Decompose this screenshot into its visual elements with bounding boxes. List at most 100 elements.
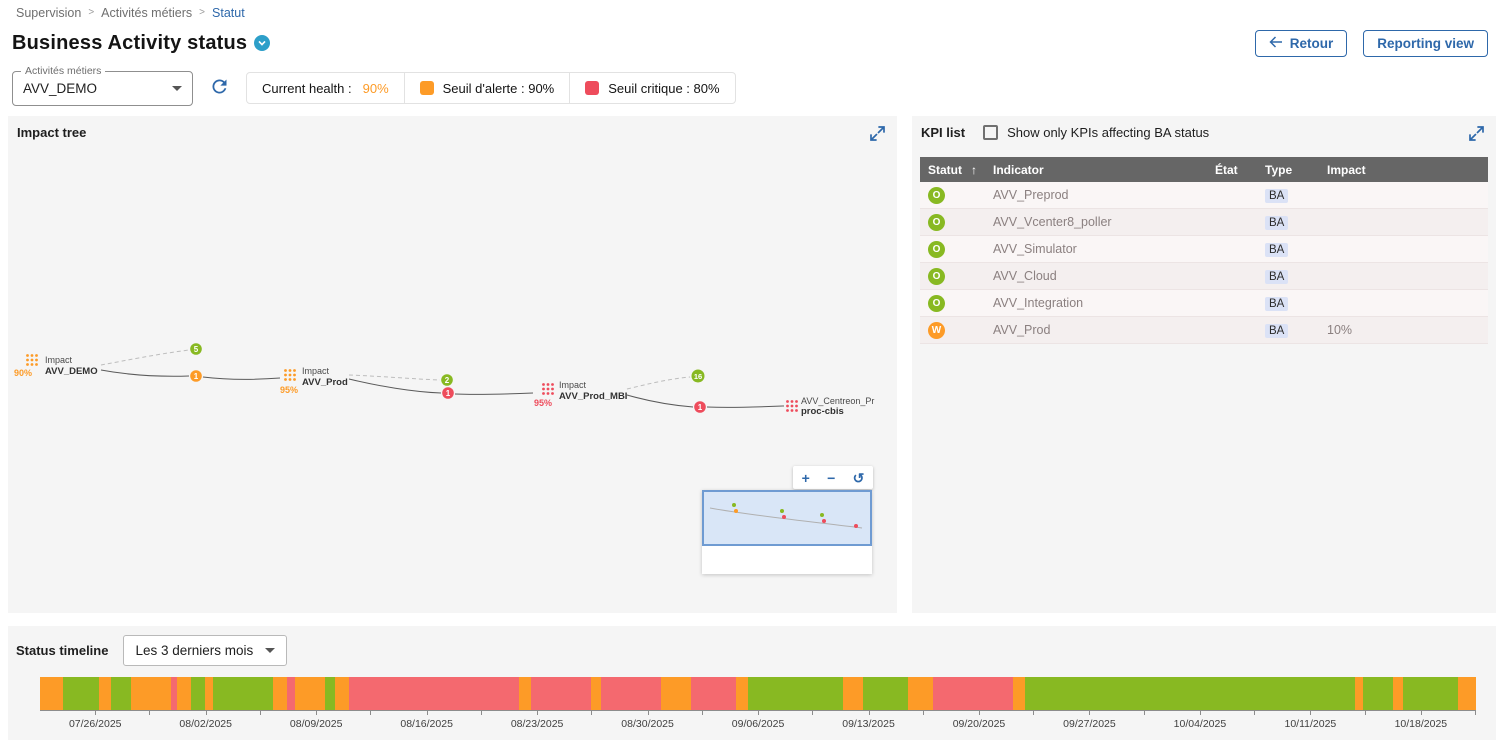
column-header-impact[interactable]: Impact <box>1327 162 1366 177</box>
timeline-segment <box>1013 677 1025 710</box>
tree-zoom-toolbar: + − ↺ <box>793 466 873 489</box>
breadcrumb-activites-metiers[interactable]: Activités métiers <box>101 6 193 20</box>
tree-badge-ok[interactable]: 2 <box>441 374 453 386</box>
timeline-segment <box>40 677 63 710</box>
column-header-indicator[interactable]: Indicator <box>993 162 1044 177</box>
timeline-period-select[interactable]: Les 3 derniers mois <box>123 635 288 666</box>
tree-edge <box>348 378 442 394</box>
tree-edge-dashed <box>100 349 190 366</box>
reporting-view-label: Reporting view <box>1377 35 1474 51</box>
impact-tree-canvas[interactable]: 90% Impact AVV_DEMO 5 1 95% Impact AVV_P… <box>8 116 897 613</box>
status-badge: O <box>928 294 945 312</box>
tree-edge <box>202 376 281 380</box>
tree-badge-ok[interactable]: 16 <box>691 369 705 383</box>
tree-node-prefix: Impact <box>559 380 587 390</box>
tree-node-health: 95% <box>280 385 298 395</box>
critical-threshold-label: Seuil critique : 80% <box>608 80 720 96</box>
tree-badge-critical[interactable]: 1 <box>442 387 454 399</box>
kpi-table-row[interactable]: O AVV_Integration BA <box>920 290 1488 317</box>
breadcrumb-supervision[interactable]: Supervision <box>16 6 82 20</box>
timeline-segment <box>325 677 335 710</box>
kpi-list-header: KPI list Show only KPIs affecting BA sta… <box>912 116 1496 140</box>
tree-node-proc-cbis[interactable]: AVV_Centreon_Pr proc-cbis <box>786 396 874 417</box>
timeline-date-label: 10/18/2025 <box>1366 711 1477 734</box>
timeline-date-label: 09/13/2025 <box>813 711 925 734</box>
column-header-etat[interactable]: État <box>1215 162 1238 177</box>
business-activity-select-value: AVV_DEMO <box>23 80 98 96</box>
kpi-type-chip: BA <box>1265 269 1289 284</box>
timeline-segment <box>287 677 295 710</box>
tree-node-health: 95% <box>534 398 552 408</box>
kpi-table: Statut ↑ Indicator État Type Impact O AV… <box>920 157 1488 344</box>
column-header-type[interactable]: Type <box>1265 162 1293 177</box>
timeline-segment <box>335 677 349 710</box>
timeline-segment <box>1363 677 1393 710</box>
column-header-statut[interactable]: Statut ↑ <box>920 163 993 177</box>
tree-edge-dashed <box>348 374 441 381</box>
tree-badge-ok[interactable]: 5 <box>190 343 202 355</box>
timeline-date-label: 09/20/2025 <box>924 711 1035 734</box>
tree-node-avv-prod-mbi[interactable]: 95% Impact AVV_Prod_MBI <box>534 380 627 408</box>
kpi-indicator-name: AVV_Cloud <box>993 269 1057 283</box>
zoom-reset-button[interactable]: ↺ <box>849 471 869 485</box>
status-timeline-panel: Status timeline Les 3 derniers mois 07/2… <box>8 626 1496 740</box>
timeline-title: Status timeline <box>16 643 109 658</box>
tree-minimap-viewport[interactable] <box>702 490 872 546</box>
reporting-view-button[interactable]: Reporting view <box>1363 29 1488 57</box>
kpi-indicator-name: AVV_Prod <box>993 323 1051 337</box>
ba-dots-icon <box>26 354 38 366</box>
kpi-table-row[interactable]: O AVV_Simulator BA <box>920 236 1488 263</box>
timeline-segment <box>933 677 1013 710</box>
ba-dots-icon <box>542 383 554 395</box>
page-header: Business Activity status Retour Reportin… <box>12 29 1488 57</box>
kpi-indicator-name: AVV_Vcenter8_poller <box>993 215 1112 229</box>
page-title: Business Activity status <box>12 31 248 54</box>
zoom-in-button[interactable]: + <box>798 471 814 485</box>
badge-count: 1 <box>194 372 199 381</box>
tree-badge-warning[interactable]: 1 <box>190 370 202 382</box>
kpi-table-row[interactable]: W AVV_Prod BA 10% <box>920 317 1488 344</box>
kpi-filter-toggle[interactable]: Show only KPIs affecting BA status <box>983 125 1209 140</box>
badge-count: 2 <box>445 376 450 385</box>
kpi-table-row[interactable]: O AVV_Cloud BA <box>920 263 1488 290</box>
expand-icon <box>869 126 886 145</box>
sort-asc-icon: ↑ <box>971 162 977 177</box>
legend-current-health: Current health : 90% <box>247 73 404 103</box>
tree-node-avv-demo[interactable]: 90% Impact AVV_DEMO <box>14 354 98 378</box>
checkbox-icon[interactable] <box>983 125 999 140</box>
timeline-date-label: 07/26/2025 <box>40 711 151 734</box>
column-header-label: Statut <box>928 162 962 177</box>
refresh-button[interactable] <box>207 76 232 100</box>
badge-count: 16 <box>694 372 702 381</box>
kpi-table-row[interactable]: O AVV_Preprod BA <box>920 182 1488 209</box>
refresh-icon <box>209 76 230 100</box>
critical-swatch-icon <box>585 81 600 95</box>
timeline-date-label: 08/30/2025 <box>592 711 704 734</box>
tree-edge <box>626 394 694 408</box>
tree-minimap[interactable] <box>702 490 872 574</box>
badge-count: 1 <box>446 389 451 398</box>
kpi-impact-value: 10% <box>1327 323 1353 337</box>
kpi-table-row[interactable]: O AVV_Vcenter8_poller BA <box>920 209 1488 236</box>
timeline-segment <box>295 677 325 710</box>
impact-tree-expand-button[interactable] <box>869 125 886 145</box>
tree-node-avv-prod[interactable]: 95% Impact AVV_Prod <box>280 366 348 395</box>
back-button-label: Retour <box>1289 35 1334 51</box>
status-badge: O <box>928 186 945 204</box>
timeline-segment <box>349 677 519 710</box>
tree-badge-critical[interactable]: 1 <box>694 401 706 413</box>
status-badge: W <box>928 321 945 339</box>
timeline-segment <box>213 677 273 710</box>
zoom-out-button[interactable]: − <box>823 471 839 485</box>
business-activity-select[interactable]: Activités métiers AVV_DEMO <box>12 64 193 106</box>
kpi-list-title: KPI list <box>921 125 966 140</box>
timeline-segment <box>1355 677 1363 710</box>
back-button[interactable]: Retour <box>1254 29 1348 57</box>
warning-threshold-label: Seuil d'alerte : 90% <box>442 80 555 96</box>
timeline-segment <box>908 677 933 710</box>
kpi-list-expand-button[interactable] <box>1468 125 1485 145</box>
timeline-date-label: 08/16/2025 <box>371 711 483 734</box>
tree-edge <box>100 369 190 377</box>
impact-tree-header: Impact tree <box>8 116 897 140</box>
tree-node-prefix: AVV_Centreon_Pr <box>801 396 874 406</box>
